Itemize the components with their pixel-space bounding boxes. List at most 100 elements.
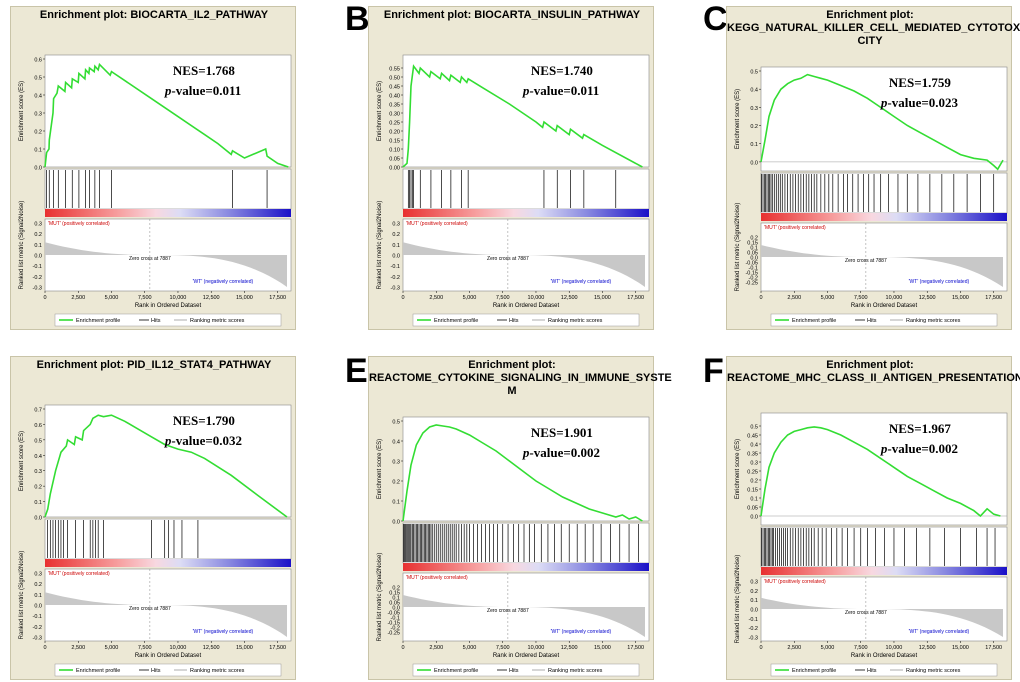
x-tick-label: 17,500 bbox=[627, 645, 644, 651]
x-tick-label: 5,000 bbox=[463, 645, 477, 651]
metric-tick-label: -0.15 bbox=[745, 271, 758, 277]
metric-tick-label: -0.1 bbox=[391, 264, 400, 270]
x-tick-label: 15,000 bbox=[236, 645, 253, 651]
metric-tick-label: 0.3 bbox=[34, 222, 42, 228]
x-tick-label: 12,500 bbox=[561, 295, 578, 301]
legend-box bbox=[54, 663, 282, 677]
x-tick-label: 5,000 bbox=[105, 645, 119, 651]
x-tick-label: 12,500 bbox=[203, 295, 220, 301]
es-tick-label: 0.25 bbox=[747, 470, 758, 476]
metric-tick-label: 0.3 bbox=[750, 580, 758, 586]
mut-label: 'MUT' (positively correlated) bbox=[406, 575, 468, 581]
x-tick-label: 10,000 bbox=[528, 645, 545, 651]
panel-title: Enrichment plot: BIOCARTA_IL2_PATHWAY bbox=[39, 9, 269, 21]
hits-area bbox=[44, 518, 292, 560]
x-tick-label: 7,500 bbox=[854, 645, 868, 651]
hits-area bbox=[44, 168, 292, 210]
metric-axis-label: Ranked list metric (Signal2Noise) bbox=[19, 551, 25, 640]
x-tick-label: 0 bbox=[759, 645, 762, 651]
x-axis-label: Rank in Ordered Dataset bbox=[135, 653, 202, 659]
legend-profile-label: Enrichment profile bbox=[434, 668, 478, 674]
x-tick-label: 15,000 bbox=[236, 295, 253, 301]
ranking-metric-area bbox=[761, 245, 1004, 287]
rank-color-bar bbox=[45, 559, 291, 567]
es-tick-label: 0.4 bbox=[750, 88, 758, 94]
enrichment-profile-line bbox=[402, 64, 643, 168]
x-tick-label: 2,500 bbox=[429, 645, 443, 651]
hits-area bbox=[402, 168, 650, 210]
es-tick-label: 0.05 bbox=[389, 157, 400, 163]
metric-tick-label: -0.25 bbox=[745, 281, 758, 287]
es-tick-label: 0.5 bbox=[750, 70, 758, 76]
x-axis-label: Rank in Ordered Dataset bbox=[493, 303, 560, 309]
gsea-panel-e: Enrichment plot: REACTOME_CYTOKINE_SIGNA… bbox=[368, 356, 672, 680]
es-tick-label: 0.5 bbox=[750, 425, 758, 431]
es-axis-label: Enrichment score (ES) bbox=[19, 81, 25, 141]
es-axis-label: Enrichment score (ES) bbox=[377, 439, 383, 499]
x-tick-label: 5,000 bbox=[821, 645, 835, 651]
p-value-italic: p bbox=[522, 445, 530, 460]
ranking-metric-area bbox=[403, 242, 646, 287]
metric-axis-label: Ranked list metric (Signal2Noise) bbox=[735, 555, 741, 644]
p-value: p-value=0.002 bbox=[522, 445, 600, 460]
es-tick-label: 0.55 bbox=[389, 67, 400, 73]
panel-letter-f: F bbox=[703, 352, 724, 390]
metric-tick-label: 0.0 bbox=[392, 606, 400, 612]
legend-hits-label: Hits bbox=[509, 318, 519, 324]
es-tick-label: 0.5 bbox=[392, 420, 400, 426]
es-tick-label: 0.4 bbox=[750, 443, 758, 449]
panel-title: Enrichment plot: KEGG_NATURAL_KILLER_CEL… bbox=[727, 9, 1020, 47]
x-tick-label: 17,500 bbox=[269, 295, 286, 301]
es-tick-label: 0.0 bbox=[392, 520, 400, 526]
x-tick-label: 15,000 bbox=[952, 295, 969, 301]
zero-cross-label: Zero cross at 7887 bbox=[845, 258, 887, 264]
panel-letter-e: E bbox=[345, 352, 368, 390]
metric-tick-label: -0.3 bbox=[33, 286, 42, 292]
panel-chart-svg: 0.000.050.100.150.200.250.300.350.400.45… bbox=[377, 54, 650, 327]
metric-tick-label: -0.05 bbox=[387, 611, 400, 617]
nes-value: NES=1.790 bbox=[173, 413, 235, 428]
es-tick-label: 0.2 bbox=[392, 480, 400, 486]
metric-tick-label: 0.1 bbox=[750, 246, 758, 252]
metric-tick-label: 0.2 bbox=[750, 589, 758, 595]
mut-label: 'MUT' (positively correlated) bbox=[406, 221, 468, 227]
metric-tick-label: 0.15 bbox=[747, 241, 758, 247]
x-tick-label: 2,500 bbox=[429, 295, 443, 301]
p-value: p-value=0.002 bbox=[880, 441, 958, 456]
rank-color-bar bbox=[761, 567, 1007, 575]
es-tick-label: 0.15 bbox=[747, 488, 758, 494]
metric-tick-label: -0.25 bbox=[387, 631, 400, 637]
rank-color-bar bbox=[761, 213, 1007, 221]
es-tick-label: 0.6 bbox=[34, 58, 42, 64]
enrichment-profile-line bbox=[760, 426, 1001, 518]
metric-axis-label: Ranked list metric (Signal2Noise) bbox=[19, 201, 25, 290]
nes-value: NES=1.768 bbox=[173, 63, 235, 78]
panel-title: Enrichment plot: PID_IL12_STAT4_PATHWAY bbox=[36, 359, 272, 371]
p-value-text: -value=0.002 bbox=[529, 445, 600, 460]
mut-label: 'MUT' (positively correlated) bbox=[48, 571, 110, 577]
legend-box bbox=[770, 313, 998, 327]
x-tick-label: 0 bbox=[401, 645, 404, 651]
x-tick-label: 7,500 bbox=[138, 295, 152, 301]
metric-axis-label: Ranked list metric (Signal2Noise) bbox=[377, 201, 383, 290]
es-axis-label: Enrichment score (ES) bbox=[19, 431, 25, 491]
metric-tick-label: 0.0 bbox=[34, 604, 42, 610]
metric-tick-label: -0.05 bbox=[745, 261, 758, 267]
legend-profile-label: Enrichment profile bbox=[792, 668, 836, 674]
es-tick-label: 0.1 bbox=[392, 500, 400, 506]
panel-title: Enrichment plot: REACTOME_MHC_CLASS_II_A… bbox=[727, 359, 1020, 384]
p-value-text: -value=0.023 bbox=[887, 95, 958, 110]
es-tick-label: 0.0 bbox=[750, 160, 758, 166]
metric-tick-label: 0.05 bbox=[389, 601, 400, 607]
zero-cross-label: Zero cross at 7887 bbox=[845, 610, 887, 616]
metric-tick-label: 0.05 bbox=[747, 251, 758, 257]
x-tick-label: 17,500 bbox=[269, 645, 286, 651]
legend-hits-label: Hits bbox=[509, 668, 519, 674]
mut-label: 'MUT' (positively correlated) bbox=[764, 579, 826, 585]
es-tick-label: 0.2 bbox=[34, 485, 42, 491]
es-tick-label: 0.40 bbox=[389, 94, 400, 100]
x-tick-label: 12,500 bbox=[203, 645, 220, 651]
metric-tick-label: -0.2 bbox=[391, 626, 400, 632]
x-tick-label: 5,000 bbox=[105, 295, 119, 301]
metric-axis-label: Ranked list metric (Signal2Noise) bbox=[735, 203, 741, 292]
